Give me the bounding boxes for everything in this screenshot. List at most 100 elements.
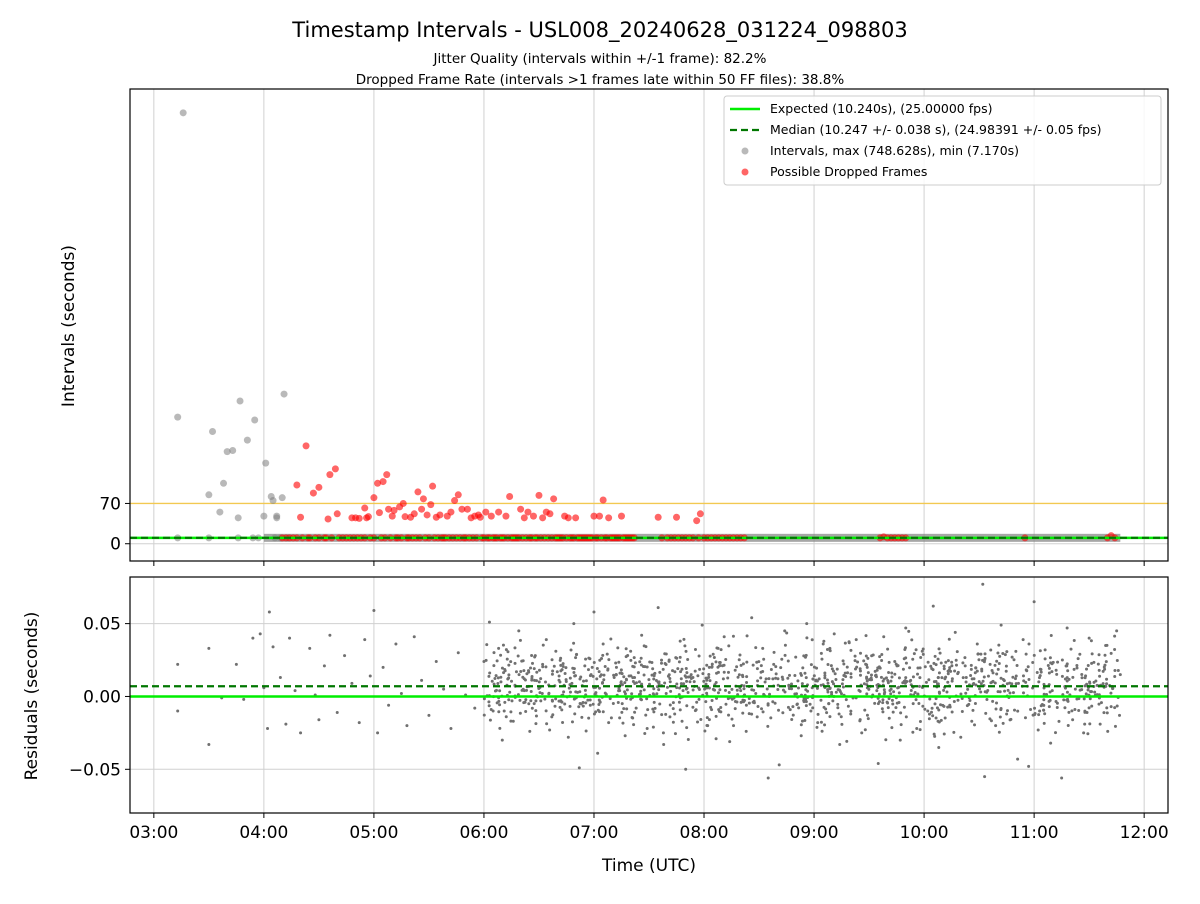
residual-point: [949, 669, 953, 673]
residual-point: [715, 671, 719, 675]
residual-point: [783, 690, 787, 694]
residual-point: [937, 690, 941, 694]
residual-point: [710, 708, 714, 712]
residual-point: [529, 666, 533, 670]
residual-point: [995, 659, 999, 663]
residual-point: [513, 646, 517, 650]
residual-point: [1027, 642, 1031, 646]
residual-point: [647, 678, 651, 682]
residual-point: [731, 634, 735, 638]
dropped-frame-point: [599, 496, 607, 504]
residual-point: [937, 647, 941, 651]
residual-point: [742, 699, 746, 703]
residual-point: [858, 689, 862, 693]
residual-point: [820, 729, 824, 733]
residual-point: [904, 715, 908, 719]
residual-point: [590, 665, 594, 669]
residual-point: [611, 702, 615, 706]
residual-point: [915, 727, 919, 731]
interval-point: [229, 446, 237, 454]
top-y-axis-label: Intervals (seconds): [59, 245, 79, 407]
residual-point: [633, 710, 637, 714]
residual-point: [1105, 711, 1109, 715]
residual-point: [936, 676, 940, 680]
residual-point: [1086, 664, 1090, 668]
residual-point: [554, 697, 558, 701]
residual-point: [343, 654, 347, 658]
residual-point: [745, 675, 749, 679]
residual-point: [938, 651, 942, 655]
dropped-frame-point: [361, 504, 369, 512]
residual-point: [582, 679, 586, 683]
residual-point: [934, 663, 938, 667]
residual-point: [1115, 658, 1119, 662]
residual-point: [735, 700, 739, 704]
residual-point: [705, 723, 709, 727]
residual-point: [890, 675, 894, 679]
residual-point: [1073, 687, 1077, 691]
residual-point: [975, 642, 979, 646]
residual-point: [691, 705, 695, 709]
residual-point: [755, 667, 759, 671]
residual-point: [258, 632, 262, 636]
residual-point: [942, 664, 946, 668]
residual-point: [608, 697, 612, 701]
residual-point: [710, 665, 714, 669]
residual-point: [1002, 679, 1006, 683]
residual-point: [865, 663, 869, 667]
residual-point: [671, 701, 675, 705]
residual-point: [997, 730, 1001, 734]
residual-point: [1037, 713, 1041, 717]
residual-point: [862, 682, 866, 686]
residual-point: [1104, 660, 1108, 664]
x-tick-label: 10:00: [900, 823, 949, 843]
residual-point: [830, 667, 834, 671]
residual-point: [806, 689, 810, 693]
residual-point: [1047, 699, 1051, 703]
residual-point: [619, 668, 623, 672]
residual-point: [554, 649, 558, 653]
residual-point: [1042, 708, 1046, 712]
residual-point: [553, 704, 557, 708]
residual-point: [969, 667, 973, 671]
residual-point: [816, 721, 820, 725]
dropped-frame-point: [326, 471, 334, 479]
residual-point: [521, 659, 525, 663]
residual-point: [668, 680, 672, 684]
residual-point: [1040, 703, 1044, 707]
residual-point: [550, 658, 554, 662]
residual-point: [1084, 674, 1088, 678]
residual-point: [825, 678, 829, 682]
residual-point: [844, 675, 848, 679]
residual-point: [826, 688, 830, 692]
residual-point: [875, 689, 879, 693]
dropped-frame-point: [535, 491, 543, 499]
residual-point: [714, 737, 718, 741]
residual-point: [503, 700, 507, 704]
residual-point: [686, 658, 690, 662]
residual-point: [974, 666, 978, 670]
residual-point: [726, 676, 730, 680]
residual-point: [892, 690, 896, 694]
residual-point: [960, 697, 964, 701]
residual-point: [871, 653, 875, 657]
residual-point: [499, 680, 503, 684]
residual-point: [1095, 683, 1099, 687]
legend-median-label: Median (10.247 +/- 0.038 s), (24.98391 +…: [770, 122, 1101, 137]
dropped-frame-point: [427, 501, 435, 509]
residual-point: [704, 682, 708, 686]
residual-point: [505, 657, 509, 661]
residual-point: [642, 673, 646, 677]
residual-point: [660, 658, 664, 662]
residual-point: [993, 681, 997, 685]
residual-point: [492, 664, 496, 668]
residual-point: [1113, 634, 1117, 638]
residual-point: [1103, 663, 1107, 667]
residual-point: [934, 697, 938, 701]
residual-point: [1038, 649, 1042, 653]
residual-point: [1106, 729, 1110, 733]
residual-point: [621, 721, 625, 725]
residual-point: [530, 653, 534, 657]
residual-point: [887, 716, 891, 720]
residual-point: [882, 688, 886, 692]
